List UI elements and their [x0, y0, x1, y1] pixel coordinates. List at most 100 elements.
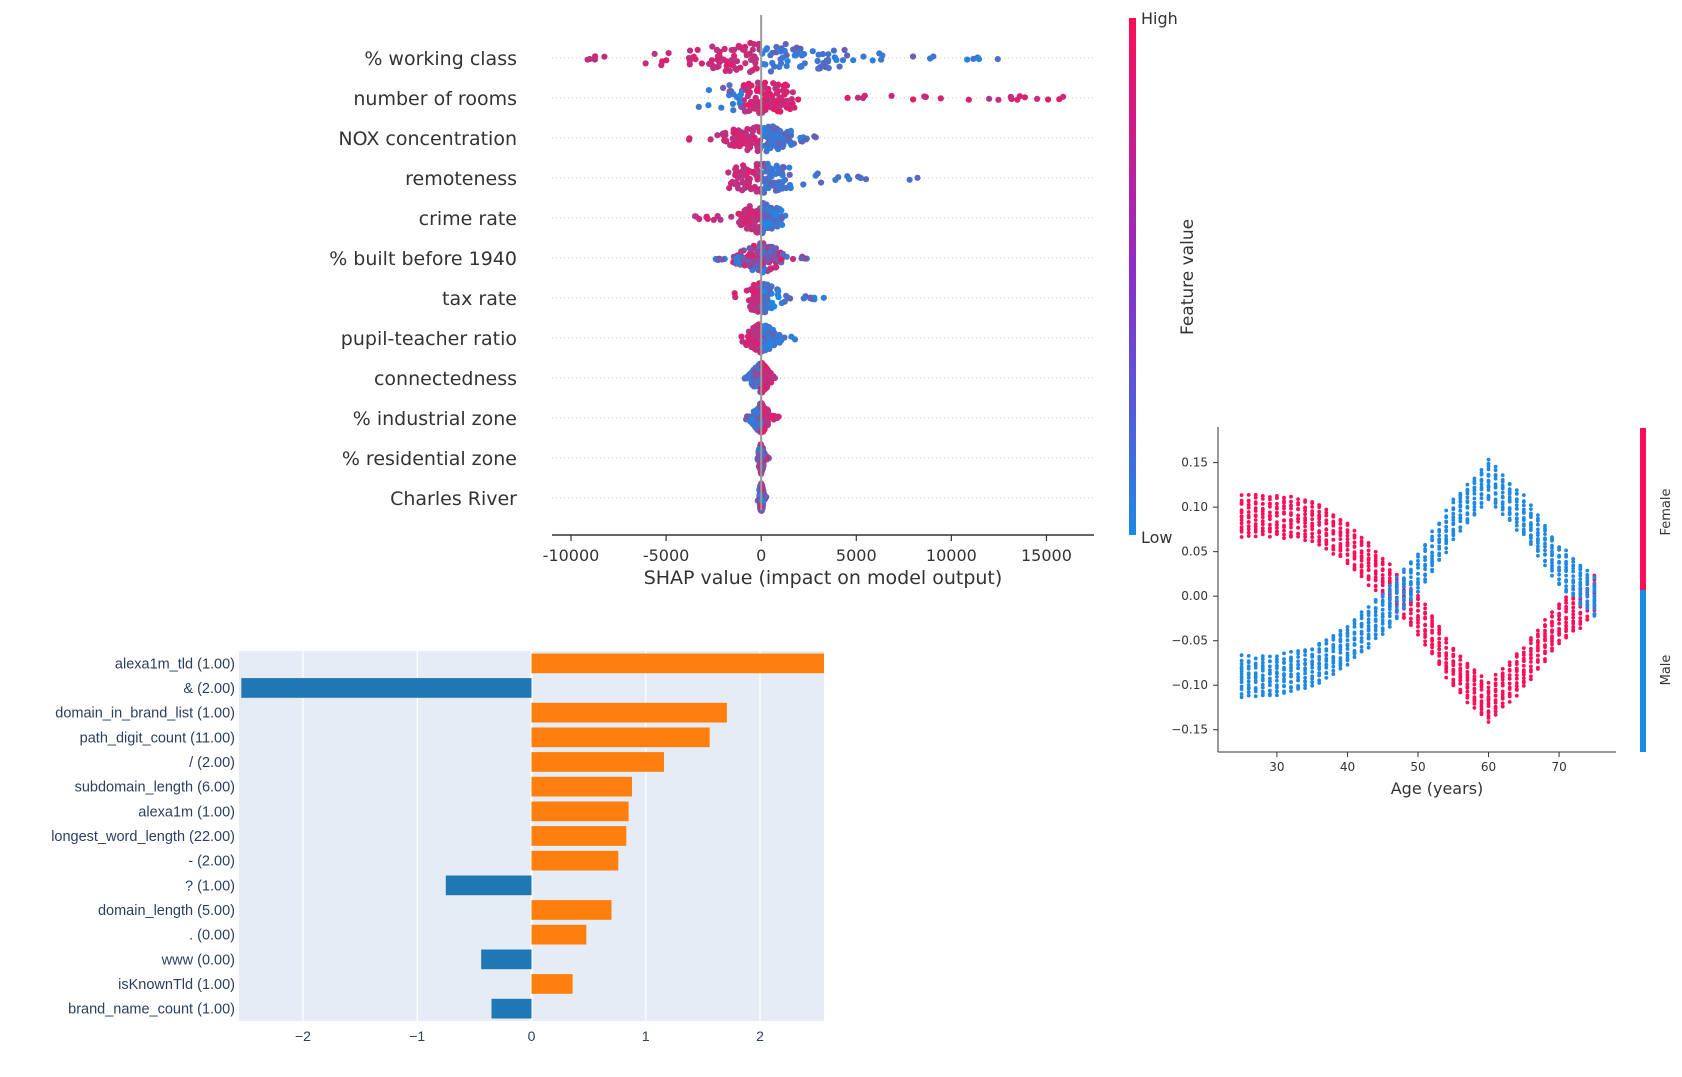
dependence-dot: [1380, 560, 1385, 565]
dependence-dot: [1543, 548, 1547, 553]
summary-dot: [720, 130, 727, 137]
summary-dot: [781, 298, 788, 305]
dependence-dot: [1310, 500, 1315, 504]
dependence-dot: [1514, 684, 1519, 688]
summary-dot: [706, 60, 713, 67]
dependence-dot: [1493, 687, 1498, 692]
dependence-dot: [1444, 663, 1449, 668]
bar-category-label: & (2.00): [183, 681, 235, 697]
dependence-dot: [1479, 710, 1484, 715]
dependence-dot: [1557, 621, 1561, 626]
dependence-dot: [1571, 586, 1576, 591]
summary-dot: [803, 136, 810, 143]
summary-dot: [775, 294, 782, 301]
dependence-dot: [1529, 636, 1533, 640]
dependence-dot: [1578, 595, 1583, 599]
dependence-dot: [1472, 505, 1477, 509]
summary-dot: [755, 298, 762, 305]
summary-dot: [783, 63, 790, 70]
dependence-dot: [1317, 665, 1322, 669]
dependence-dot: [1275, 505, 1279, 510]
summary-dot: [795, 96, 802, 103]
dependence-dot: [1543, 657, 1547, 661]
dependence-dot: [1585, 599, 1590, 604]
dependence-dot: [1387, 601, 1392, 605]
dependence-dot: [1352, 550, 1357, 555]
dependence-dot: [1500, 494, 1505, 499]
dependence-dot: [1472, 511, 1477, 516]
dependence-dot: [1416, 566, 1420, 570]
dependence-dot: [1239, 665, 1244, 669]
dependence-legend-male-bar: [1640, 590, 1646, 752]
summary-dot: [728, 46, 735, 54]
dependence-dot: [1430, 556, 1434, 561]
dependence-dot: [1564, 598, 1568, 602]
dependence-dot: [1514, 492, 1519, 496]
dependence-dot: [1260, 668, 1265, 673]
dependence-dot: [1275, 666, 1279, 671]
dependence-x-tick-label: 70: [1551, 760, 1566, 774]
summary-dot: [763, 250, 770, 257]
dependence-dot: [1359, 645, 1364, 649]
dependence-dot: [1317, 681, 1322, 685]
summary-dot: [761, 177, 768, 184]
summary-dot: [773, 90, 781, 97]
dependence-dot: [1246, 671, 1251, 676]
dependence-dot: [1387, 570, 1392, 575]
dependence-dot: [1352, 533, 1357, 537]
bar: [531, 653, 824, 674]
dependence-dot: [1373, 569, 1378, 574]
dependence-dot: [1345, 656, 1350, 661]
summary-dot: [1007, 93, 1014, 100]
dependence-dot: [1437, 624, 1442, 629]
summary-dot: [747, 68, 754, 75]
dependence-dot: [1521, 668, 1526, 673]
dependence-dot: [1310, 680, 1315, 684]
dependence-dot: [1486, 457, 1491, 462]
dependence-dot: [1444, 645, 1449, 650]
dependence-dot: [1465, 689, 1470, 694]
dependence-dot: [1246, 675, 1251, 680]
dependence-dot: [1472, 485, 1477, 490]
summary-dot: [906, 176, 913, 183]
dependence-dot: [1296, 684, 1300, 688]
dependence-dot: [1493, 482, 1498, 487]
summary-dot: [752, 373, 759, 380]
summary-dot: [762, 61, 769, 68]
dependence-dot: [1260, 693, 1265, 698]
summary-dot: [737, 64, 744, 71]
dependence-dot: [1345, 638, 1350, 643]
dependence-dot: [1472, 488, 1477, 493]
bar-category-label: domain_in_brand_list (1.00): [55, 706, 235, 722]
dependence-dot: [1536, 643, 1540, 648]
dependence-dot: [1324, 510, 1329, 515]
dependence-dot: [1246, 664, 1251, 669]
summary-x-tick-label: 5000: [836, 546, 877, 565]
dependence-dot: [1423, 615, 1427, 620]
bar-category-label: path_digit_count (11.00): [80, 730, 235, 746]
dependence-dot: [1507, 489, 1512, 494]
dependence-dot: [1493, 476, 1498, 481]
dependence-dot: [1521, 672, 1526, 677]
summary-dot: [965, 96, 972, 103]
summary-dot: [745, 168, 752, 175]
dependence-dot: [1260, 682, 1265, 687]
dependence-dot: [1465, 682, 1470, 686]
dependence-dot: [1331, 513, 1336, 517]
dependence-dot: [1310, 531, 1315, 536]
dependence-dot: [1571, 612, 1576, 617]
dependence-dot: [1514, 523, 1519, 528]
dependence-dot: [1486, 478, 1491, 483]
dependence-dot: [1324, 662, 1329, 667]
dependence-dot: [1529, 641, 1533, 646]
dependence-dot: [1345, 521, 1350, 526]
dependence-dot: [1423, 543, 1427, 547]
dependence-dot: [1592, 593, 1597, 598]
dependence-dot: [1253, 509, 1258, 513]
dependence-dot: [1380, 567, 1385, 572]
summary-dot: [726, 67, 733, 74]
dependence-y-tick-label: 0.05: [1181, 545, 1208, 559]
dependence-dot: [1253, 686, 1258, 690]
dependence-dot: [1451, 511, 1456, 516]
summary-dot: [754, 144, 761, 151]
